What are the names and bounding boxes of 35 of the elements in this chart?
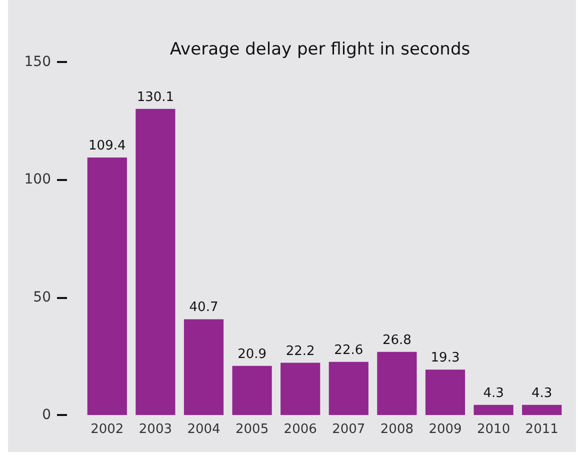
chart-title: Average delay per flight in seconds [170,40,470,60]
x-tick-label: 2005 [236,422,269,437]
x-tick-label: 2007 [332,422,366,437]
bar [184,319,224,415]
data-label: 22.2 [286,344,315,359]
bar [136,108,176,415]
x-tick-label: 2010 [477,422,510,437]
data-label: 20.9 [238,346,267,362]
bar [425,370,466,415]
x-tick-label: 2006 [284,422,317,437]
x-tick-label: 2009 [428,422,462,437]
data-label: 109.4 [88,138,126,154]
y-tick-label: 150 [24,54,51,70]
bar [87,158,127,415]
bar [280,362,320,415]
x-tick-label: 2011 [525,422,558,437]
bar [328,362,368,415]
x-tick-label: 2003 [138,422,172,437]
x-tick-label: 2004 [187,422,220,437]
y-tick-label: 50 [33,289,51,306]
data-label: 4.3 [532,386,552,401]
bar [377,352,417,415]
bar [232,366,272,415]
data-label: 130.1 [136,90,174,105]
data-label: 22.6 [334,342,364,358]
x-tick-label: 2002 [90,422,124,437]
data-label: 19.3 [430,350,460,366]
data-label: 40.7 [189,300,218,316]
data-label: 26.8 [382,332,412,348]
y-tick-label: 100 [24,172,51,188]
bar [522,404,562,415]
x-tick-label: 2008 [380,422,414,437]
y-tick-label: 0 [42,407,51,423]
bar [474,404,514,415]
data-label: 4.3 [483,386,504,401]
